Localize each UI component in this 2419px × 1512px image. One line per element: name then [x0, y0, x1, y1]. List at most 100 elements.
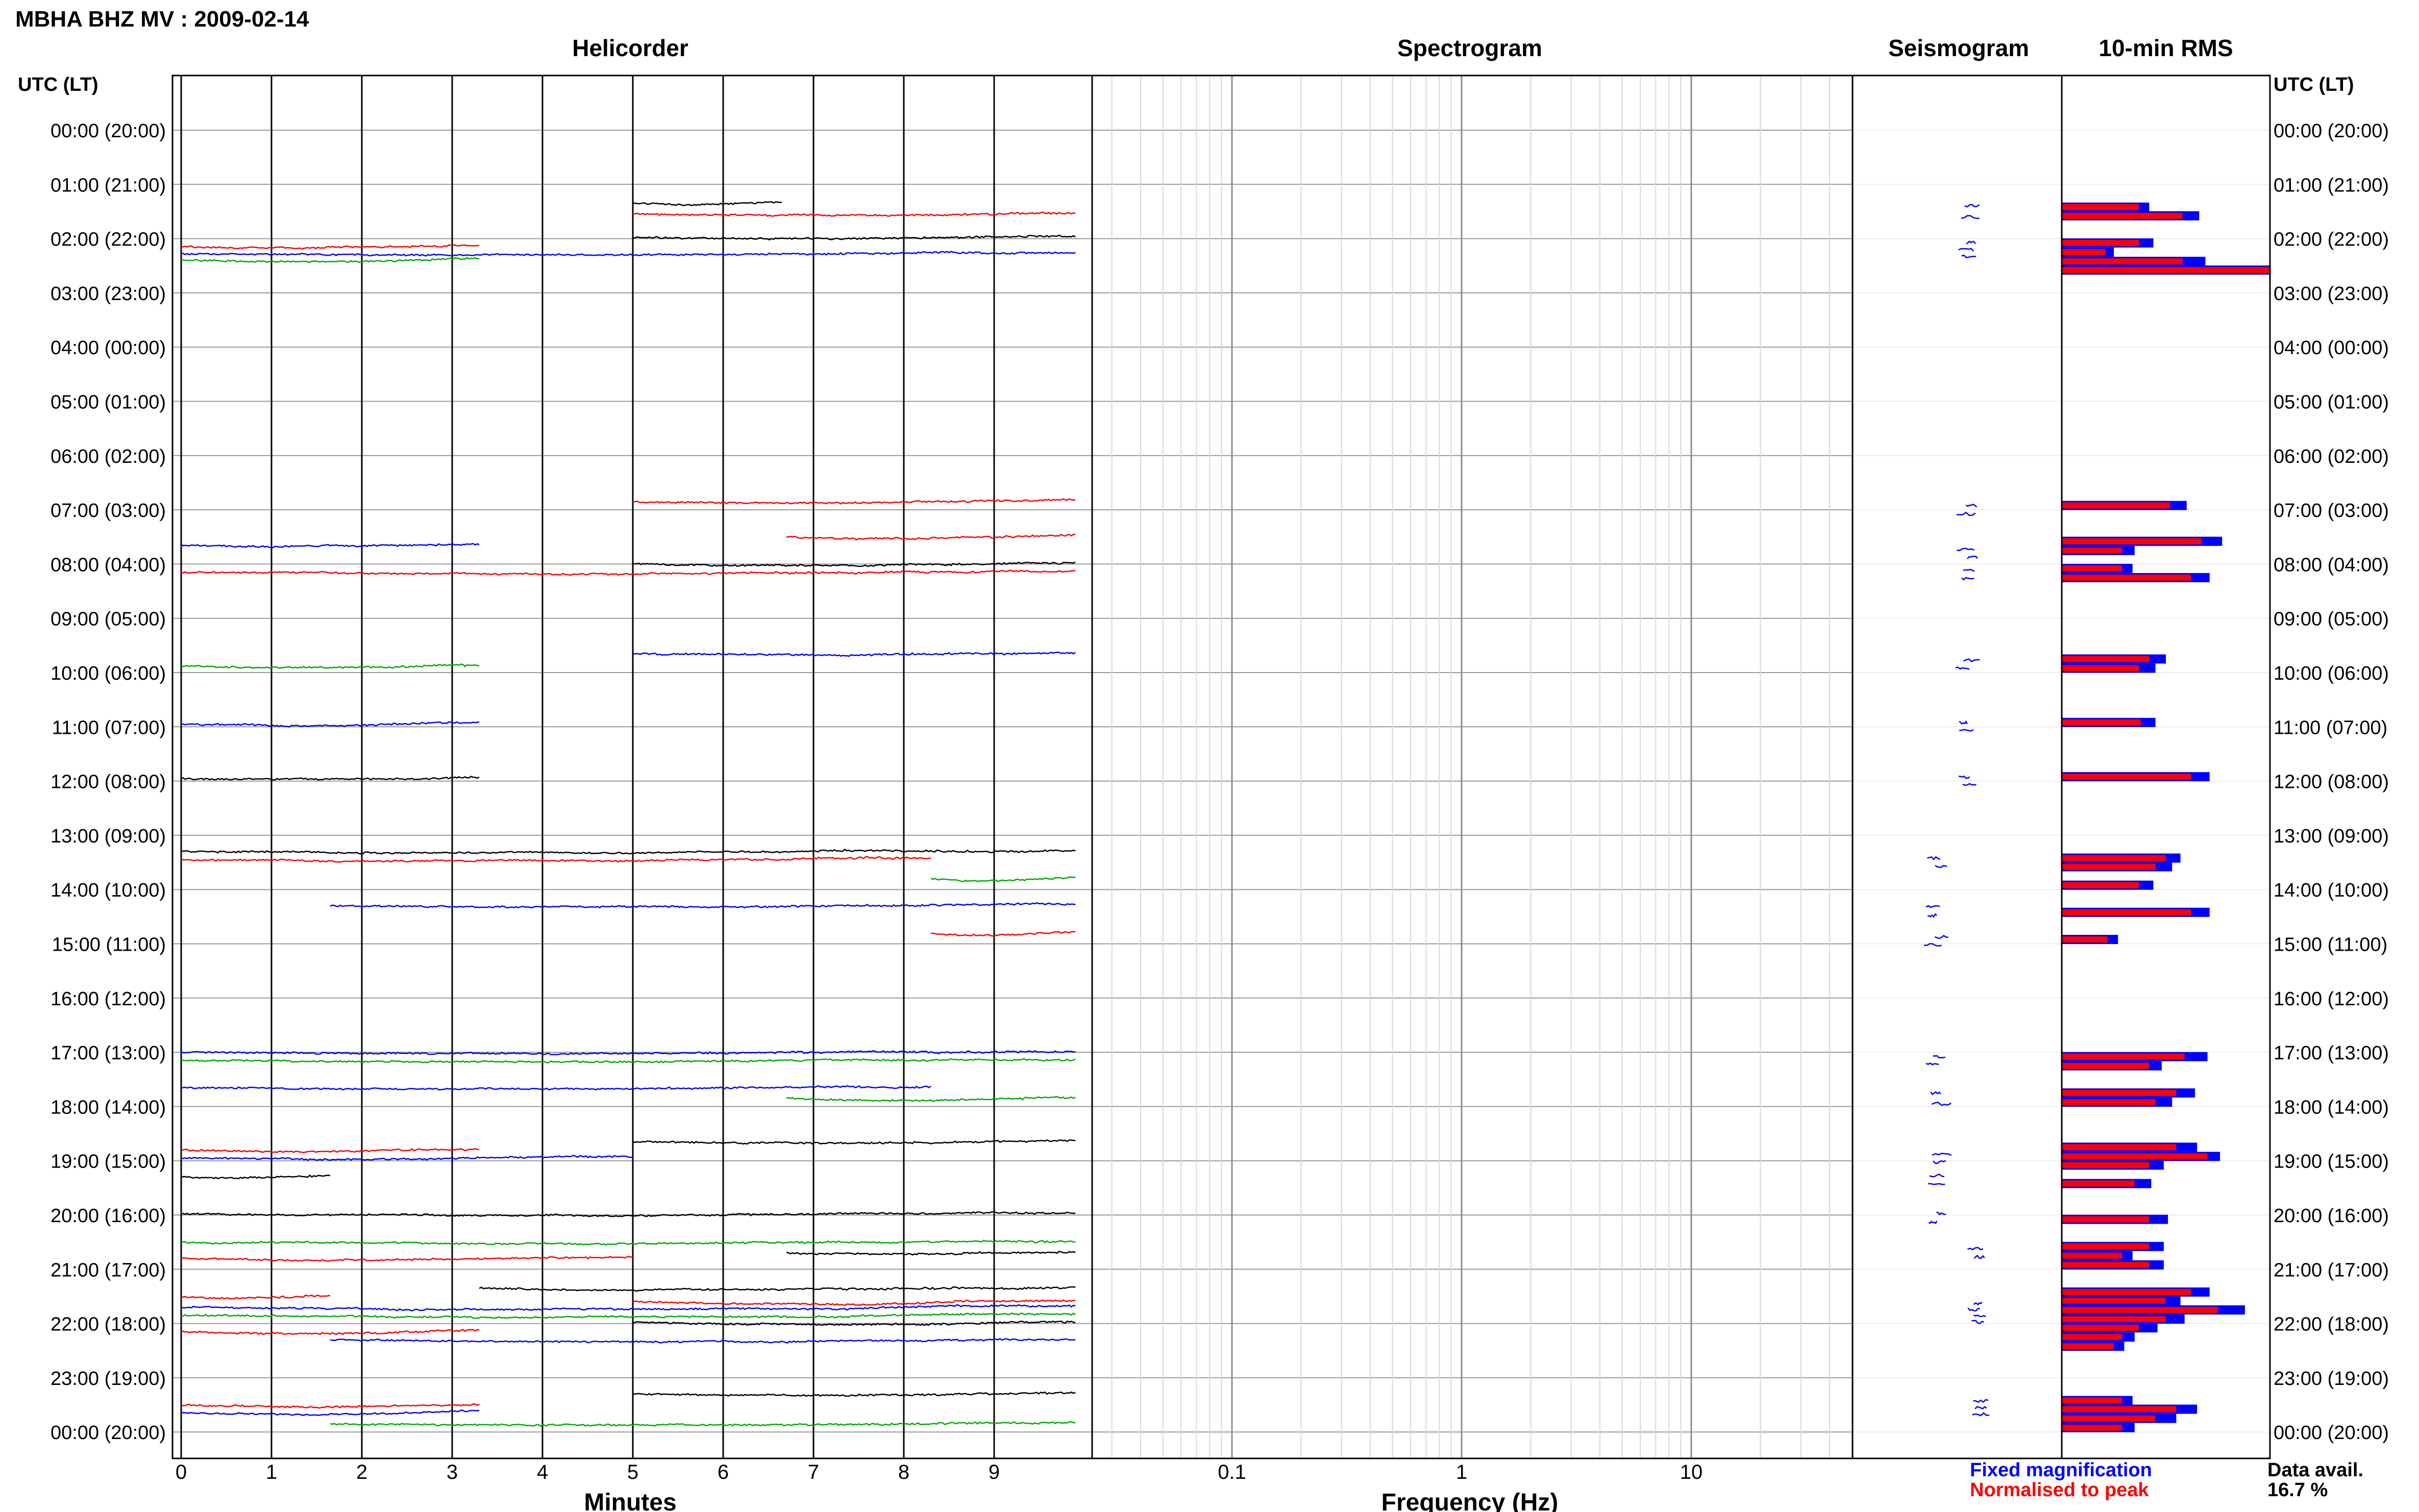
helicorder-trace [931, 931, 1076, 937]
helicorder-trace [181, 1240, 1076, 1246]
helicorder-trace [181, 1148, 480, 1154]
rms-bar-normalised [2062, 1153, 2208, 1160]
helicorder-trace [181, 849, 1076, 855]
helicorder-trace [181, 569, 1076, 576]
rms-bar-normalised [2062, 855, 2166, 861]
helicorder-tick-label: 6 [718, 1461, 729, 1483]
rms-bar-normalised [2062, 1307, 2218, 1313]
station-title: MBHA BHZ MV : 2009-02-14 [15, 7, 309, 32]
right-time-label: 21:00 (17:00) [2274, 1259, 2389, 1281]
left-time-label: 00:00 (20:00) [51, 1422, 166, 1444]
panel-frames [171, 75, 2271, 1459]
panel-frame [2061, 75, 2271, 1459]
rms-bar-normalised [2062, 1297, 2166, 1304]
left-time-label: 20:00 (16:00) [51, 1205, 166, 1227]
right-time-label: 18:00 (14:00) [2274, 1097, 2389, 1118]
helicorder-trace [632, 561, 1076, 567]
seismogram-squiggle [1956, 548, 1975, 552]
left-time-label: 10:00 (06:00) [51, 663, 166, 684]
rms-bar-normalised [2062, 1089, 2177, 1096]
left-time-label: 04:00 (00:00) [51, 337, 166, 359]
rms-bar-normalised [2062, 1099, 2156, 1105]
seismogram-squiggle [1966, 240, 1976, 245]
rms-bar-normalised [2062, 1325, 2139, 1331]
left-time-label: 02:00 (22:00) [51, 229, 166, 251]
helicorder-trace [181, 1329, 480, 1335]
rms-bar-normalised [2062, 1062, 2150, 1069]
rms-bar-normalised [2062, 1243, 2150, 1250]
seismogram-squiggle [1967, 1307, 1980, 1312]
helicorder-trace [181, 1174, 331, 1180]
left-time-label: 07:00 (03:00) [51, 500, 166, 522]
left-time-label: 12:00 (08:00) [51, 772, 166, 793]
helicorder-trace [181, 251, 1076, 257]
helicorder-trace [181, 1409, 480, 1416]
helicorder-tick-label: 8 [898, 1461, 909, 1483]
seismogram-squiggle [1973, 1399, 1989, 1403]
rms-bars [2062, 202, 2270, 1432]
spectrogram-x-label: Frequency (Hz) [1381, 1489, 1559, 1512]
helicorder-trace [632, 201, 782, 206]
helicorder-traces [181, 201, 1076, 1427]
right-time-label: 14:00 (10:00) [2274, 880, 2389, 901]
helicorder-trace [930, 876, 1076, 882]
seismogram-squiggle [1928, 1220, 1938, 1224]
helicorder-trace [181, 663, 480, 669]
grid-lines [172, 76, 2270, 1458]
right-time-label: 09:00 (05:00) [2274, 609, 2389, 630]
seismogram-squiggle [1936, 1211, 1946, 1216]
seismogram-squiggle [1973, 1314, 1986, 1318]
seismogram-traces [1923, 204, 1990, 1417]
right-time-label: 11:00 (07:00) [2274, 717, 2387, 738]
right-time-label: 15:00 (11:00) [2274, 934, 2387, 956]
right-time-label: 07:00 (03:00) [2274, 500, 2389, 522]
rms-bar-normalised [2062, 1424, 2122, 1431]
helicorder-trace [786, 1096, 1076, 1102]
rms-title: 10-min RMS [2099, 35, 2233, 61]
right-time-label: 06:00 (02:00) [2274, 446, 2389, 467]
left-time-label: 14:00 (10:00) [51, 880, 166, 901]
right-time-label: 08:00 (04:00) [2274, 554, 2389, 576]
rms-bar-normalised [2062, 863, 2156, 870]
left-time-label: 21:00 (17:00) [51, 1259, 166, 1281]
seismogram-squiggle [1961, 215, 1980, 219]
left-time-labels: 00:00 (20:00) 01:00 (21:00) 02:00 (22:00) 0… [51, 120, 166, 1444]
rms-bar-normalised [2062, 502, 2170, 509]
seismogram-squiggle [1935, 864, 1947, 869]
helicorder-trace [632, 498, 1076, 505]
rms-bar-normalised [2062, 1162, 2150, 1169]
left-axis-title: UTC (LT) [18, 74, 98, 95]
seismogram-squiggle [1926, 1062, 1939, 1065]
legend-fixed: Fixed magnification [1970, 1459, 2152, 1481]
seismogram-squiggle [1973, 1254, 1985, 1259]
spectrogram-title: Spectrogram [1397, 35, 1542, 61]
right-time-label: 05:00 (01:00) [2274, 392, 2389, 413]
rms-bar-normalised [2062, 1415, 2156, 1422]
helicorder-tick-label: 1 [266, 1461, 277, 1483]
rms-bar-normalised [2062, 1316, 2166, 1323]
left-time-label: 01:00 (21:00) [51, 175, 166, 196]
rms-bar-normalised [2062, 1180, 2135, 1187]
left-time-label: 06:00 (02:00) [51, 446, 166, 467]
helicorder-trace [181, 1304, 1076, 1312]
seismogram-squiggle [1956, 511, 1976, 516]
rms-bar-normalised [2062, 656, 2150, 662]
frequency-tick-label: 10 [1680, 1461, 1703, 1483]
seismogram-squiggle [1964, 204, 1980, 208]
seismogram-squiggle [1955, 666, 1970, 670]
helicorder-trace [181, 1050, 1076, 1056]
rms-bar-normalised [2062, 1334, 2122, 1341]
seismogram-squiggle [1973, 1301, 1983, 1306]
helicorder-trace [181, 856, 931, 863]
helicorder-trace [181, 721, 480, 728]
right-time-label: 13:00 (09:00) [2274, 826, 2389, 847]
rms-bar-normalised [2062, 212, 2183, 219]
seismogram-squiggle [1927, 856, 1941, 860]
data-avail-label: Data avail. [2267, 1459, 2363, 1481]
right-time-label: 00:00 (20:00) [2274, 1422, 2389, 1444]
seismogram-squiggle [1974, 1406, 1987, 1410]
helicorder-tick-label: 7 [808, 1461, 819, 1483]
seismogram-squiggle [1963, 658, 1980, 663]
rms-bar-normalised [2062, 719, 2141, 726]
